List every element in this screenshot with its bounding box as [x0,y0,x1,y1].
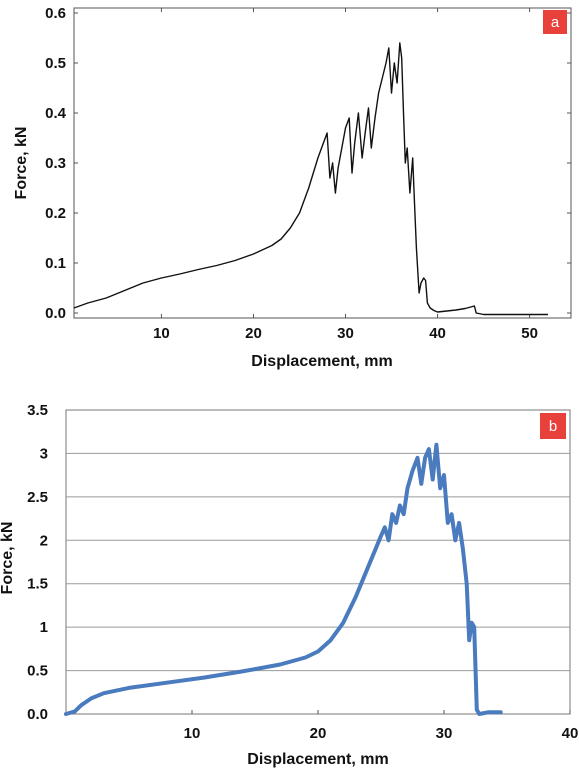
y-tick-label: 0.5 [45,55,66,72]
y-tick-label: 2.5 [27,489,48,506]
y-tick-label: 1 [40,619,48,636]
y-tick-label: 2 [40,532,48,549]
y-tick-label: 0.1 [45,255,66,272]
x-tick-label: 40 [562,725,579,742]
x-tick-label: 10 [184,725,201,742]
y-tick-label: 0.0 [27,706,48,723]
y-tick-label: 0.2 [45,205,66,222]
x-tick-label: 40 [429,325,446,342]
y-tick-label: 0.3 [45,155,66,172]
chart-panel-b: 0.0 0.5 1 1.5 2 2.5 3 3.5 10 20 30 40 b Displaceme… [0,402,578,768]
panel-label-a: a [551,14,560,31]
series-line-a [73,42,548,316]
y-tick-label: 0.6 [45,5,66,22]
tick-marks-b [191,710,571,714]
y-tick-label: 0.5 [27,663,48,680]
y-tick-labels-a: 0.0 0.1 0.2 0.3 0.4 0.5 0.6 [45,5,67,322]
x-tick-label: 30 [436,725,453,742]
x-tick-labels-b: 10 20 30 40 [184,725,579,742]
y-tick-labels-b: 0.0 0.5 1 1.5 2 2.5 3 3.5 [27,402,48,723]
panel-label-b: b [549,418,557,435]
y-tick-label: 0.0 [45,305,66,322]
y-tick-label: 1.5 [27,576,48,593]
x-tick-label: 50 [521,325,538,342]
x-tick-label: 20 [310,725,327,742]
series-line-b [64,442,503,716]
chart-panel-a: 0.0 0.1 0.2 0.3 0.4 0.5 0.6 10 20 30 40 50 a Displ… [13,5,572,370]
y-tick-label: 3 [40,445,48,462]
x-axis-label-b: Displacement, mm [247,751,388,768]
x-axis-label-a: Displacement, mm [251,353,392,370]
y-tick-label: 0.4 [45,105,67,122]
x-tick-label: 10 [153,325,170,342]
y-axis-label-a: Force, kN [13,127,30,200]
x-tick-label: 20 [245,325,262,342]
plot-area-b [65,409,571,715]
gridlines-b [66,452,570,672]
y-tick-label: 3.5 [27,402,48,419]
x-tick-labels-a: 10 20 30 40 50 [153,325,538,342]
plot-area-a [73,7,572,319]
panel-badge-a [543,10,567,34]
x-tick-label: 30 [337,325,354,342]
y-axis-label-b: Force, kN [0,522,16,595]
panel-badge-b [540,413,566,439]
